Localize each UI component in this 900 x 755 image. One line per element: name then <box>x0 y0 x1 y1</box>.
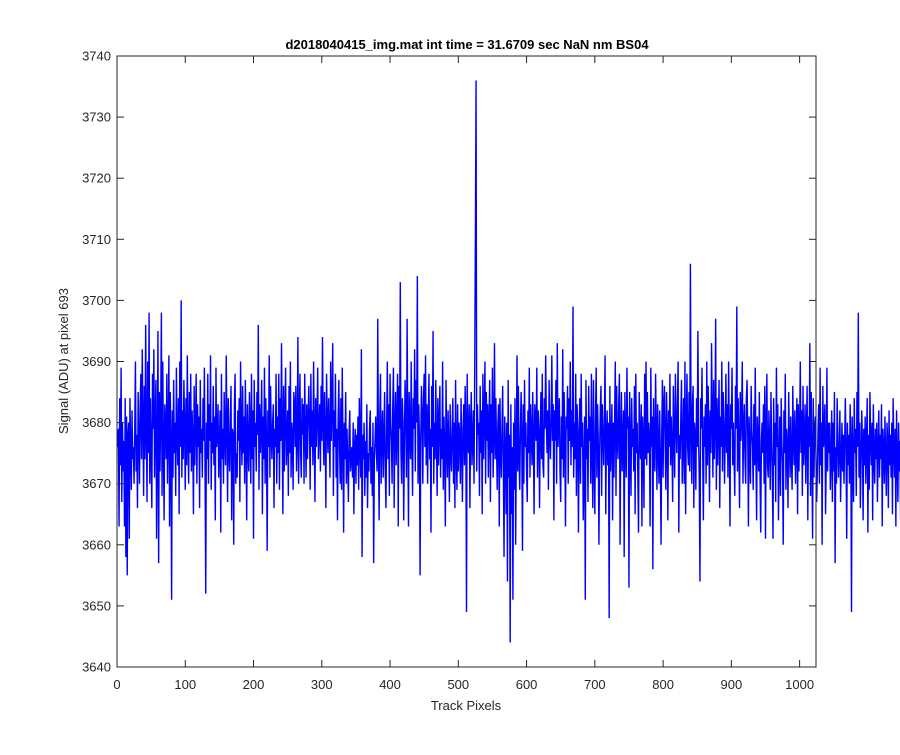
x-tick-label: 300 <box>311 677 333 692</box>
series-layer <box>116 80 900 643</box>
x-tick-label: 600 <box>516 677 538 692</box>
y-tick-label: 3740 <box>82 49 111 64</box>
x-tick-label: 400 <box>379 677 401 692</box>
y-tick-label: 3640 <box>82 660 111 675</box>
x-tick-label: 1000 <box>785 677 814 692</box>
y-tick-label: 3660 <box>82 537 111 552</box>
series-line-1 <box>116 80 900 643</box>
y-tick-label: 3730 <box>82 110 111 125</box>
y-tick-label: 3700 <box>82 293 111 308</box>
chart-title: d2018040415_img.mat int time = 31.6709 s… <box>285 37 649 52</box>
y-tick-label: 3680 <box>82 415 111 430</box>
x-tick-label: 500 <box>447 677 469 692</box>
x-tick-label: 0 <box>113 677 120 692</box>
y-tick-label: 3720 <box>82 171 111 186</box>
y-tick-label: 3670 <box>82 476 111 491</box>
x-tick-label: 700 <box>584 677 606 692</box>
y-axis-ticks: 3640 3650 3660 3670 3680 3690 3700 3710 3720 3730… <box>82 49 816 675</box>
y-tick-label: 3690 <box>82 354 111 369</box>
x-axis-ticks: 0 100 200 300 400 500 600 700 800 900 1000 <box>113 56 814 692</box>
x-tick-label: 200 <box>243 677 265 692</box>
x-tick-label: 800 <box>652 677 674 692</box>
x-tick-label: 100 <box>174 677 196 692</box>
y-tick-label: 3710 <box>82 232 111 247</box>
y-axis-label: Signal (ADU) at pixel 693 <box>56 288 71 434</box>
x-axis-label: Track Pixels <box>431 698 502 713</box>
y-tick-label: 3650 <box>82 598 111 613</box>
x-tick-label: 900 <box>721 677 743 692</box>
